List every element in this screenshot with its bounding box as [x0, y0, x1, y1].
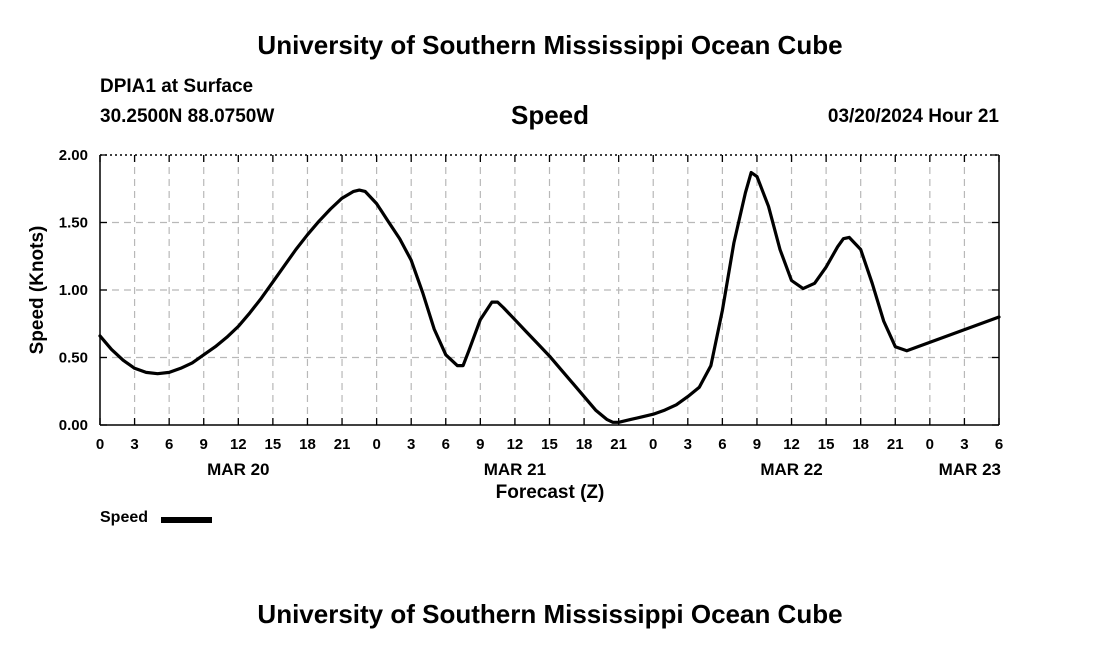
footer-title: University of Southern Mississippi Ocean… — [257, 599, 843, 629]
x-tick-label: 12 — [783, 436, 800, 453]
x-tick-label: 0 — [96, 436, 104, 453]
legend-label: Speed — [100, 509, 149, 526]
x-tick-label: 9 — [476, 436, 484, 453]
x-tick-label: 0 — [372, 436, 380, 453]
date-label: MAR 21 — [484, 460, 546, 479]
station-label: DPIA1 at Surface — [100, 76, 254, 97]
date-label: MAR 22 — [760, 460, 822, 479]
x-tick-label: 18 — [299, 436, 316, 453]
page-title: University of Southern Mississippi Ocean… — [257, 30, 843, 60]
chart-grid — [100, 155, 999, 425]
y-tick-label: 1.50 — [59, 215, 88, 232]
datetime-label: 03/20/2024 Hour 21 — [827, 106, 999, 127]
x-tick-label: 6 — [718, 436, 726, 453]
x-tick-label: 3 — [960, 436, 968, 453]
x-tick-label: 21 — [334, 436, 351, 453]
x-tick-label: 3 — [407, 436, 415, 453]
y-tick-label: 1.00 — [59, 282, 88, 299]
chart-axes — [99, 154, 1000, 426]
x-axis-title: Forecast (Z) — [495, 482, 605, 503]
x-tick-label: 15 — [541, 436, 558, 453]
x-tick-label: 6 — [442, 436, 450, 453]
x-tick-label: 15 — [818, 436, 835, 453]
speed-series-line — [98, 170, 1001, 424]
x-tick-label: 21 — [887, 436, 904, 453]
coordinates-label: 30.2500N 88.0750W — [100, 106, 275, 127]
x-tick-label: 12 — [230, 436, 247, 453]
legend-line-swatch — [161, 517, 212, 523]
x-tick-label: 9 — [200, 436, 208, 453]
date-label: MAR 20 — [207, 460, 269, 479]
y-tick-label: 0.50 — [59, 350, 88, 367]
chart-labels: 0 3 6 9 12 15 18 21 0 3 6 9 12 15 18 21 0 3 6 9 12 15 18 21 0 3 6 0… — [27, 147, 1003, 479]
x-tick-label: 6 — [165, 436, 173, 453]
x-tick-label: 3 — [684, 436, 692, 453]
chart-series — [98, 170, 1001, 424]
y-axis-title: Speed (Knots) — [27, 226, 48, 355]
x-tick-label: 12 — [507, 436, 524, 453]
x-tick-label: 0 — [649, 436, 657, 453]
x-tick-label: 18 — [852, 436, 869, 453]
chart-title: Speed — [510, 100, 590, 130]
x-tick-label: 0 — [926, 436, 934, 453]
date-label: MAR 23 — [939, 460, 1001, 479]
y-tick-label: 2.00 — [59, 147, 88, 164]
x-tick-label: 21 — [610, 436, 627, 453]
x-tick-label: 18 — [576, 436, 593, 453]
x-tick-label: 3 — [130, 436, 138, 453]
y-tick-label: 0.00 — [59, 417, 88, 434]
x-tick-label: 6 — [995, 436, 1003, 453]
x-tick-label: 15 — [265, 436, 282, 453]
x-tick-label: 9 — [753, 436, 761, 453]
